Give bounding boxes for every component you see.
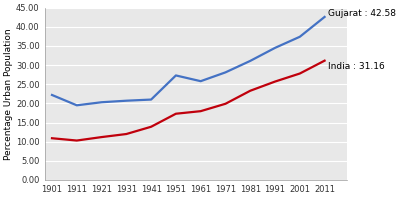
- Text: Gujarat : 42.58: Gujarat : 42.58: [328, 9, 396, 18]
- Text: India : 31.16: India : 31.16: [328, 62, 385, 71]
- Y-axis label: Percentage Urban Population: Percentage Urban Population: [4, 28, 13, 160]
